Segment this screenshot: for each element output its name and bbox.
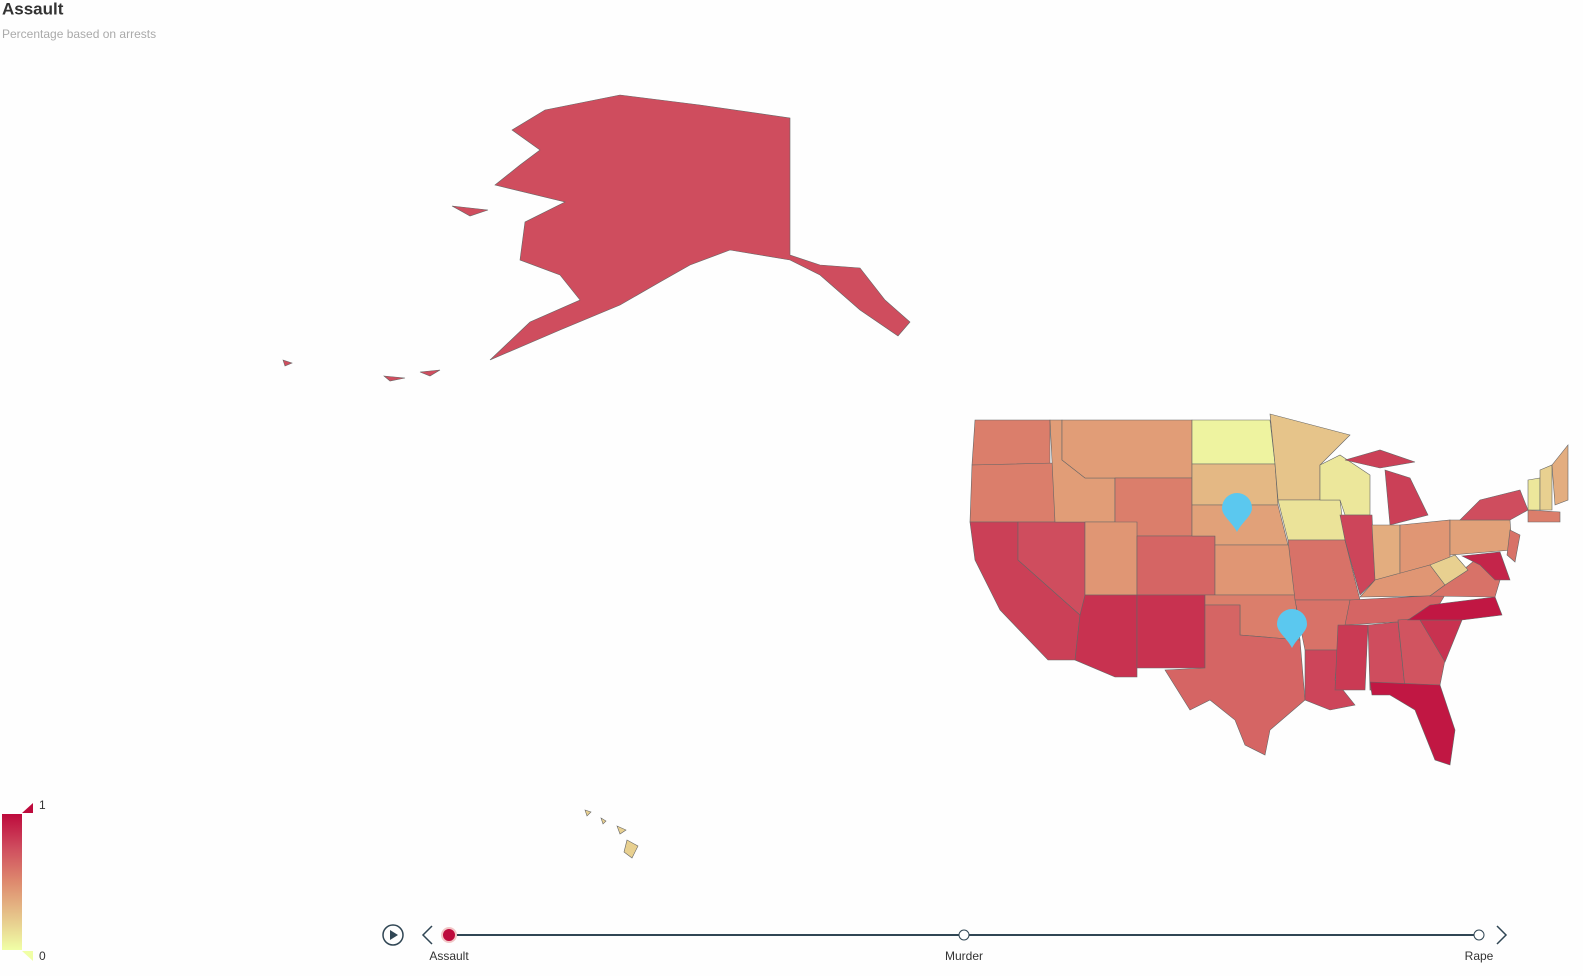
visual-max: 1 xyxy=(39,798,46,812)
region xyxy=(1344,449,1429,526)
next-button[interactable] xyxy=(1496,925,1508,945)
timeline-label[interactable]: Rape xyxy=(1465,949,1494,963)
map xyxy=(282,94,1569,859)
region xyxy=(1539,464,1553,511)
region xyxy=(1214,544,1296,596)
play-button[interactable] xyxy=(382,924,404,946)
region xyxy=(1084,521,1138,596)
region xyxy=(1061,419,1193,479)
region xyxy=(969,462,1056,523)
region xyxy=(1429,554,1469,586)
timeline: Assault Murder Rape xyxy=(382,924,1508,963)
title: Assault xyxy=(2,0,64,18)
region xyxy=(1449,519,1513,556)
visual-min: 0 xyxy=(39,949,46,963)
region xyxy=(1371,524,1401,581)
gradient-bar xyxy=(2,814,22,950)
region xyxy=(1191,419,1276,465)
handle[interactable] xyxy=(22,951,33,961)
region xyxy=(1164,604,1306,756)
prev-button[interactable] xyxy=(421,925,433,945)
region xyxy=(1551,444,1569,506)
pins xyxy=(1222,493,1307,648)
region xyxy=(1459,489,1529,521)
region xyxy=(1136,535,1216,596)
pin xyxy=(1222,493,1252,532)
region xyxy=(1339,514,1376,596)
region xyxy=(1407,596,1503,621)
region xyxy=(1460,551,1511,581)
handle[interactable] xyxy=(22,803,33,813)
region xyxy=(1074,594,1138,678)
region xyxy=(584,809,639,859)
pin xyxy=(1277,609,1307,648)
timeline-node[interactable] xyxy=(958,929,970,941)
region xyxy=(1136,594,1206,669)
subtitle: Percentage based on arrests xyxy=(2,27,156,41)
region xyxy=(1277,499,1346,541)
visual-map: 1 0 xyxy=(2,798,46,963)
timeline-node[interactable] xyxy=(441,927,457,943)
region xyxy=(1506,529,1521,563)
region xyxy=(1334,624,1369,691)
region xyxy=(282,94,911,382)
timeline-label[interactable]: Murder xyxy=(945,949,983,963)
region xyxy=(971,419,1051,466)
region xyxy=(1369,681,1456,766)
region xyxy=(1527,509,1561,523)
region xyxy=(1527,477,1541,511)
timeline-label[interactable]: Assault xyxy=(429,949,469,963)
timeline-node[interactable] xyxy=(1473,929,1485,941)
play-icon[interactable] xyxy=(390,930,398,940)
